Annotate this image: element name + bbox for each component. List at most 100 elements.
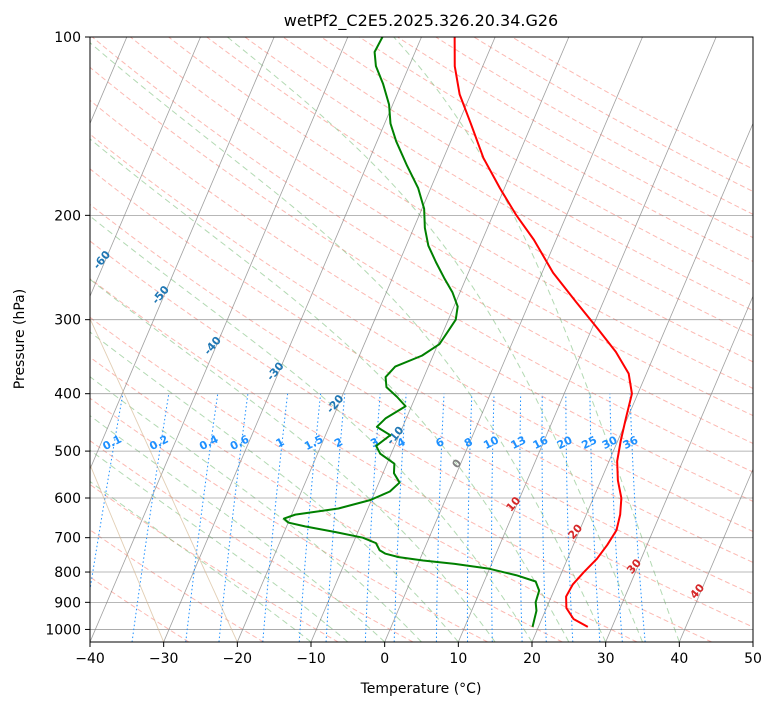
dry-adiabat: [90, 133, 753, 533]
mixing-ratio-label: 10: [481, 433, 501, 452]
mixing-ratio-line: [435, 393, 445, 642]
mixing-ratio-line: [629, 393, 646, 642]
moist-adiabat: [90, 42, 607, 642]
mixing-ratio-line: [298, 393, 322, 642]
isotherm-line: [531, 122, 753, 642]
moist-adiabat: [90, 215, 533, 642]
isotherm-line: [310, 37, 570, 642]
plot-frame: [89, 36, 754, 643]
mixing-ratio-lines: [90, 393, 646, 642]
mixing-ratio-label: 13: [509, 434, 529, 453]
moist-adiabat: [393, 37, 680, 642]
mixing-ratio-label: 30: [600, 433, 620, 452]
isotherms: [90, 37, 753, 642]
plot-area: [90, 37, 753, 642]
y-tick-label: 900: [54, 595, 81, 611]
isotherm-line: [384, 37, 643, 642]
dry-adiabats: [90, 37, 753, 642]
isotherm-line: [752, 640, 753, 642]
x-axis-ticks: −40 −30 −20 −10 0 10 20 30 40 50: [75, 642, 762, 667]
mixing-ratio-label: 36: [621, 433, 641, 452]
isotherm-line: [457, 37, 717, 642]
x-tick-label: −10: [296, 651, 326, 667]
mixing-ratio-line: [131, 393, 170, 642]
y-tick-label: 800: [54, 565, 81, 581]
dry-adiabat: [359, 37, 753, 262]
isotherm-line: [236, 37, 496, 642]
moist-adiabat: [227, 37, 643, 642]
dry-adiabat: [90, 440, 414, 642]
dry-adiabat: [473, 37, 753, 193]
y-tick-label: 400: [54, 387, 81, 403]
dry-adiabat: [90, 278, 712, 642]
special-isotherm-curve: [90, 463, 165, 642]
isotherm-line: [605, 295, 753, 642]
moist-adiabat: [90, 138, 570, 642]
sounding-profiles: [283, 37, 633, 628]
mixing-ratio-line: [393, 393, 407, 642]
isotherm-line: [163, 37, 422, 642]
dry-adiabat: [90, 66, 753, 473]
x-tick-label: 30: [597, 651, 615, 667]
mixing-ratio-line: [325, 393, 346, 642]
x-tick-label: 50: [744, 651, 762, 667]
dry-adiabat: [90, 240, 753, 628]
y-tick-label: 300: [54, 313, 81, 329]
moist-adiabat: [90, 278, 496, 642]
dry-adiabat: [320, 37, 753, 287]
x-tick-label: 10: [449, 651, 467, 667]
moist-adiabat: [90, 376, 422, 642]
isotherm-line: [678, 468, 753, 642]
y-tick-label: 1000: [45, 622, 81, 638]
mixing-ratio-line: [519, 393, 523, 642]
moist-adiabat: [90, 415, 386, 642]
isotherm-line: [90, 37, 275, 471]
special-isotherm-curves: [90, 317, 238, 642]
dry-adiabat: [90, 529, 264, 642]
dry-adiabat: [90, 203, 753, 595]
chart-title: wetPf2_C2E5.2025.326.20.34.G26: [284, 11, 558, 31]
mixing-ratio-line: [262, 393, 289, 642]
y-axis-ticks: 100 200 300 400 500 600 700 800 900 1000: [45, 30, 90, 638]
y-tick-label: 700: [54, 531, 81, 547]
mixing-ratio-label: 20: [555, 433, 575, 452]
y-tick-label: 200: [54, 208, 81, 224]
dry-adiabat: [511, 37, 753, 170]
y-tick-label: 600: [54, 491, 81, 507]
mixing-ratio-line: [491, 393, 495, 642]
mixing-ratio-line: [541, 393, 547, 642]
y-tick-label: 500: [54, 444, 81, 460]
mixing-ratio-line: [589, 393, 601, 642]
dry-adiabat: [130, 37, 753, 417]
dry-adiabat: [206, 37, 753, 363]
moist-adiabats: [90, 37, 680, 642]
mixing-ratio-line: [565, 393, 574, 642]
x-tick-label: 40: [670, 651, 688, 667]
moist-adiabat: [90, 449, 349, 642]
mixing-ratio-line: [185, 393, 219, 642]
x-tick-label: −40: [75, 651, 105, 667]
x-tick-label: 20: [523, 651, 541, 667]
mixing-ratio-line: [466, 393, 473, 642]
x-tick-label: 0: [380, 651, 389, 667]
special-isotherm-curve: [90, 317, 238, 642]
x-tick-label: −30: [149, 651, 179, 667]
x-tick-label: −20: [223, 651, 253, 667]
dry-adiabat: [244, 37, 753, 337]
y-axis-label: Pressure (hPa): [12, 289, 28, 389]
isobars: [90, 37, 753, 630]
mixing-ratio-label: 16: [531, 433, 551, 452]
moist-adiabat: [90, 331, 459, 642]
mixing-ratio-label: 25: [580, 434, 600, 453]
x-axis-label: Temperature (°C): [360, 681, 482, 697]
mixing-ratio-line: [609, 393, 623, 642]
dry-adiabat: [90, 168, 753, 563]
y-tick-label: 100: [54, 30, 81, 46]
mixing-ratio-line: [218, 393, 249, 642]
dewpoint-profile-line: [283, 37, 541, 628]
isotherm-line: [90, 37, 349, 642]
temperature-profile-line: [453, 37, 633, 628]
isotherm-line: [90, 37, 201, 298]
isotherm-label: -80: [0, 152, 7, 176]
